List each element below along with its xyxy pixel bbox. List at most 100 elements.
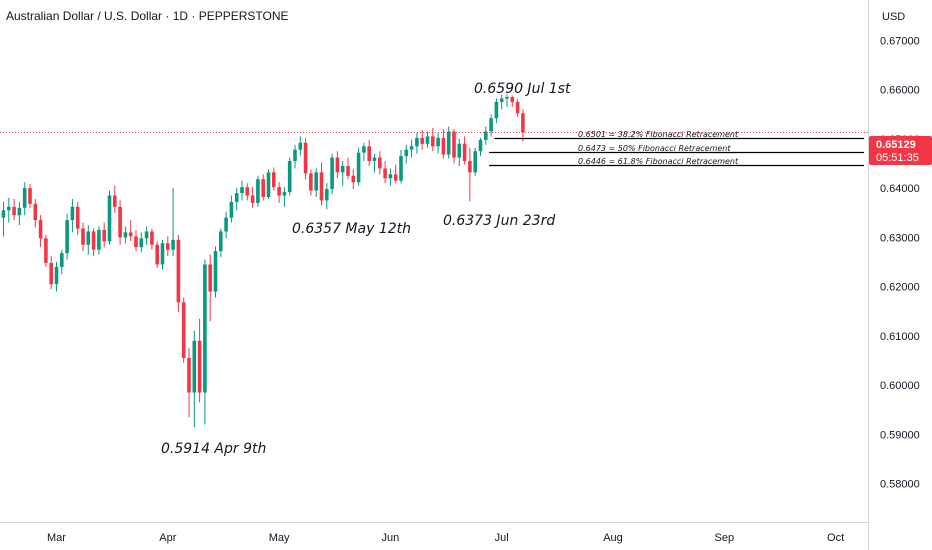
candle-body [420,137,424,144]
candle [340,161,345,186]
fib-label: 0.6501 = 38.2% Fibonacci Retracement [578,130,739,139]
candle-body [441,137,446,155]
candle-body [81,228,85,245]
candle [118,200,122,245]
candle-body [425,136,430,144]
candle-body [197,340,202,393]
time-tick-label: Sep [715,532,735,544]
candle-body [245,187,250,196]
candle-body [415,137,419,147]
candle-body [75,206,80,229]
price-tick-label: 0.60000 [880,380,920,392]
candle [367,139,371,166]
price-tick-label: 0.58000 [880,479,920,491]
candle-body [44,238,48,263]
candle-body [351,175,356,183]
candle-body [65,220,69,254]
candle [65,213,69,260]
price-tick-label: 0.61000 [880,331,920,343]
candle [49,256,53,290]
candle [134,229,138,252]
candle-body [319,172,324,201]
candle [362,142,366,162]
candle-body [155,244,159,265]
candle-body [499,98,504,102]
candle-body [60,253,64,267]
candle-body [113,195,117,207]
candle-body [91,231,96,250]
candle [12,198,16,221]
candle-body [521,113,525,133]
candle-body [28,188,32,204]
candle [330,153,334,195]
candle-body [256,179,260,203]
candle-body [404,149,409,157]
candle [452,129,456,164]
candle [171,188,175,257]
candle [484,126,488,145]
candle-body [17,207,22,216]
price-tick-label: 0.63000 [880,232,920,244]
candle [314,168,318,197]
candle [478,137,483,157]
candle-body [49,262,53,285]
time-axis[interactable]: Mar Apr May Jun Jul Aug Sep Oct [47,532,844,544]
candle-body [176,239,181,303]
candle [489,114,493,137]
candle [404,144,409,164]
candle-body [367,146,371,162]
candle-body [12,206,16,216]
candle [97,226,101,255]
candle [462,136,467,165]
candle [219,228,223,258]
candle [250,187,255,208]
currency-label[interactable]: USD [882,11,905,23]
candle [181,297,186,363]
candle [44,234,48,267]
candle-body [325,189,329,201]
candle [399,149,403,184]
annotation-label: 0.6590 Jul 1st [474,81,571,97]
candle [372,153,377,173]
candle-body [224,217,228,232]
price-tick-label: 0.66000 [880,85,920,97]
candle-body [478,139,483,152]
candle-body [118,206,122,238]
candle-body [287,161,292,193]
candle [107,190,112,245]
price-tag-background [869,136,932,165]
price-tick-label: 0.67000 [880,35,920,47]
candle-body [187,358,191,393]
fib-level: 0.6473 = 50% Fibonacci Retracement [489,144,864,154]
candle-body [192,340,197,393]
candle [335,151,340,179]
candle-body [139,238,144,248]
candle [431,128,435,152]
candle [277,182,281,203]
candle-body [150,231,154,245]
chart-title: Australian Dollar / U.S. Dollar · 1D · P… [6,9,289,23]
price-tag-countdown: 05:51:35 [876,152,919,164]
fibonacci-layer: 0.6501 = 38.2% Fibonacci Retracement 0.64… [489,130,864,167]
candle [473,147,477,176]
candle [282,187,287,207]
candle-body [144,231,149,239]
candle-body [128,232,133,237]
candle [38,215,43,248]
candle [287,157,292,196]
candle-body [468,161,472,173]
candle-body [282,192,287,196]
candle-body [208,264,212,292]
candle-body [33,203,38,221]
candle [144,226,149,245]
candle [113,185,117,213]
candle-body [362,146,366,153]
candle-body [229,201,234,218]
candle-body [399,156,403,181]
candle [240,180,244,201]
candle [505,94,509,107]
candle [33,198,38,228]
candle-body [240,187,244,194]
candle [245,183,250,201]
